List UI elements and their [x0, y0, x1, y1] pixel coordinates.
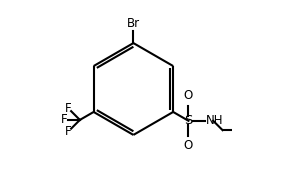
Text: F: F [65, 125, 72, 138]
Text: Br: Br [127, 17, 140, 30]
Text: NH: NH [206, 114, 223, 127]
Text: O: O [184, 139, 193, 152]
Text: O: O [184, 89, 193, 102]
Text: F: F [65, 102, 72, 115]
Text: S: S [184, 114, 193, 127]
Text: F: F [60, 113, 67, 126]
